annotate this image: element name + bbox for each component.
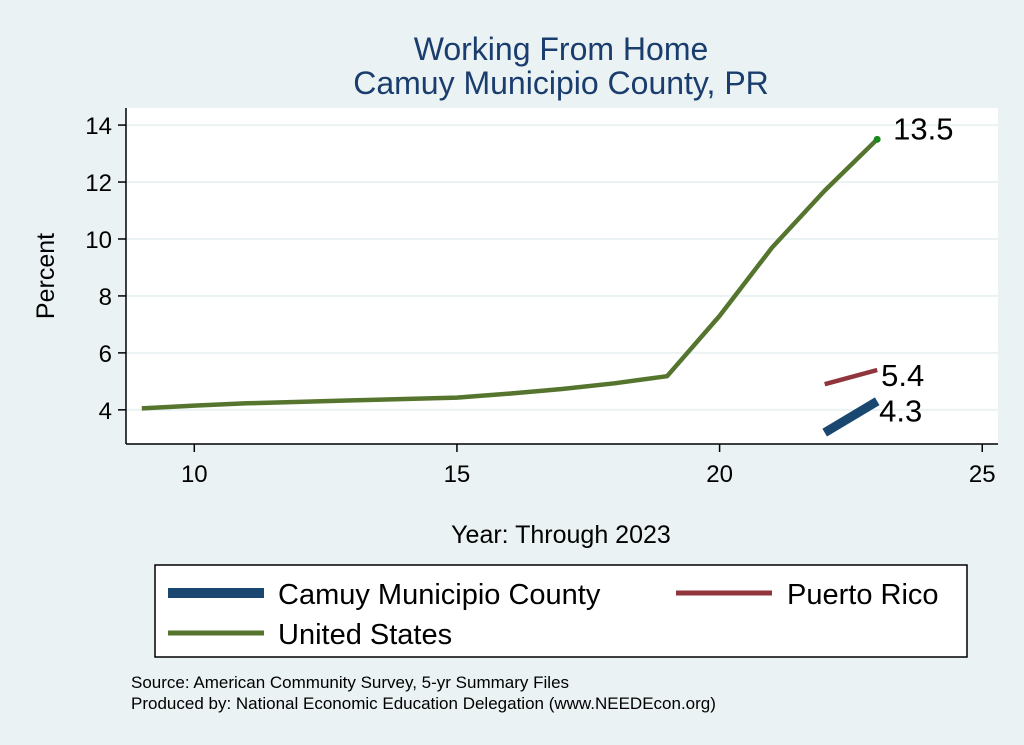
legend-label-united-states: United States (278, 619, 452, 651)
y-tick-label-14: 14 (85, 113, 112, 140)
series-line-camuy-municipio-county (822, 397, 880, 437)
y-tick-label-10: 10 (85, 227, 112, 254)
end-labels: 4.35.4 13.5 (879, 111, 953, 428)
y-axis-label: Percent (32, 233, 60, 319)
x-tick-label-15: 15 (444, 461, 471, 488)
series-layer (141, 135, 881, 437)
legend-box (154, 564, 968, 658)
y-tick-label-6: 6 (99, 341, 112, 368)
x-ticks: 10 15 20 25 (181, 444, 996, 488)
chart-title-line-2: Camuy Municipio County, PR (353, 65, 769, 101)
grid (126, 124, 998, 411)
end-label-puerto-rico: 5.4 (881, 358, 924, 393)
y-tick-label-8: 8 (99, 284, 112, 311)
y-ticks: 4 6 8 10 12 14 (85, 113, 126, 425)
end-label-camuy-municipio-county: 4.3 (879, 393, 922, 428)
producer-note: Produced by: National Economic Education… (131, 694, 716, 713)
x-axis-label: Year: Through 2023 (451, 521, 671, 549)
chart-title-line-1: Working From Home (414, 31, 709, 67)
x-tick-label-20: 20 (706, 461, 733, 488)
y-tick-label-12: 12 (85, 170, 112, 197)
x-tick-label-25: 25 (969, 461, 996, 488)
united-states-end-point (873, 135, 881, 143)
legend-label-camuy: Camuy Municipio County (278, 579, 601, 611)
end-label-united-states: 13.5 (893, 111, 953, 146)
y-tick-label-4: 4 (99, 398, 112, 425)
x-tick-label-10: 10 (181, 461, 208, 488)
legend-label-puerto-rico: Puerto Rico (787, 579, 939, 611)
legend: Camuy Municipio County Puerto Rico Unite… (154, 564, 968, 658)
series-line-united-states (141, 137, 879, 411)
series-line-puerto-rico (824, 367, 878, 387)
plot-area (126, 108, 998, 444)
source-note: Source: American Community Survey, 5-yr … (131, 673, 569, 692)
